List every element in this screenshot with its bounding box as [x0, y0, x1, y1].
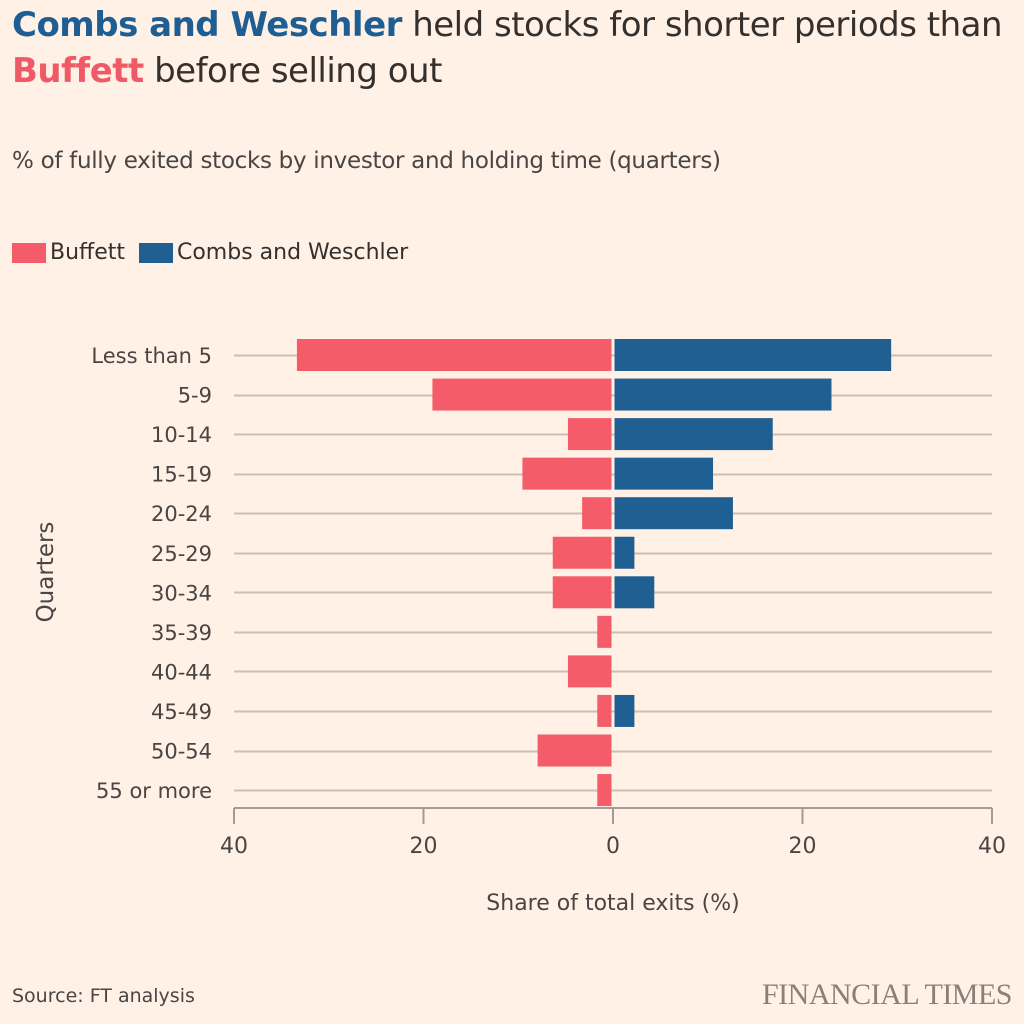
y-tick-label: 20-24 [151, 502, 212, 526]
title-highlight-combs: Combs and Weschler [12, 5, 402, 45]
y-tick-label: 25-29 [151, 542, 212, 566]
y-tick-label: 55 or more [96, 779, 212, 803]
bar-combs-weschler [614, 339, 892, 371]
bar-buffett [567, 418, 612, 451]
legend-label-buffett: Buffett [50, 240, 125, 265]
bar-buffett [597, 615, 612, 648]
chart-title: Combs and Weschler held stocks for short… [12, 2, 1012, 94]
bar-buffett [567, 655, 612, 688]
y-tick-label: 15-19 [151, 463, 212, 487]
y-tick-label: 35-39 [151, 621, 212, 645]
bar-combs-weschler [614, 457, 714, 490]
bar-combs-weschler [614, 497, 733, 530]
bars [296, 339, 892, 807]
title-text-end: before selling out [143, 51, 442, 91]
bar-buffett [296, 339, 612, 371]
x-tick-label: 40 [220, 834, 248, 859]
legend-swatch-combs [138, 242, 173, 263]
source-note: Source: FT analysis [12, 985, 195, 1007]
y-tick-label: 40-44 [151, 660, 212, 684]
x-axis: 40 20 0 20 40 [220, 807, 1006, 859]
bar-buffett [582, 497, 612, 530]
legend: Buffett Combs and Weschler [12, 240, 422, 265]
legend-label-combs: Combs and Weschler [176, 240, 409, 265]
chart-subtitle: % of fully exited stocks by investor and… [12, 148, 721, 174]
title-text: held stocks for shorter periods than [401, 5, 1002, 45]
y-tick-label: 45-49 [151, 700, 212, 724]
bar-combs-weschler [614, 576, 655, 609]
bar-buffett [597, 774, 612, 807]
x-tick-label: 40 [978, 834, 1006, 859]
legend-item-buffett: Buffett [12, 240, 125, 265]
bar-combs-weschler [614, 378, 832, 411]
bar-buffett [537, 734, 612, 767]
bar-combs-weschler [614, 694, 635, 727]
bar-buffett [597, 694, 612, 727]
x-tick-label: 20 [789, 834, 817, 859]
gridlines [234, 354, 992, 792]
y-tick-labels: Less than 5 5-9 10-14 15-19 20-24 25-29 30-34 3… [91, 344, 212, 803]
ft-logo: FINANCIAL TIMES [761, 978, 1013, 1011]
y-tick-label: Less than 5 [91, 344, 212, 368]
legend-swatch-buffett [12, 242, 46, 263]
y-tick-label: 30-34 [151, 581, 212, 605]
title-highlight-buffett: Buffett [12, 51, 144, 91]
x-tick-label: 20 [410, 834, 438, 859]
legend-item-combs: Combs and Weschler [138, 240, 409, 265]
bar-buffett [432, 378, 612, 411]
bar-buffett [552, 576, 612, 609]
y-axis-title: Quarters [33, 522, 59, 623]
bar-buffett [552, 536, 612, 569]
y-tick-label: 5-9 [178, 384, 212, 408]
bar-combs-weschler [614, 536, 635, 569]
bar-buffett [522, 457, 612, 490]
y-tick-label: 10-14 [151, 423, 212, 447]
bar-combs-weschler [614, 418, 773, 451]
y-tick-label: 50-54 [151, 740, 212, 764]
x-axis-title: Share of total exits (%) [486, 891, 739, 916]
x-tick-label: 0 [606, 834, 620, 859]
